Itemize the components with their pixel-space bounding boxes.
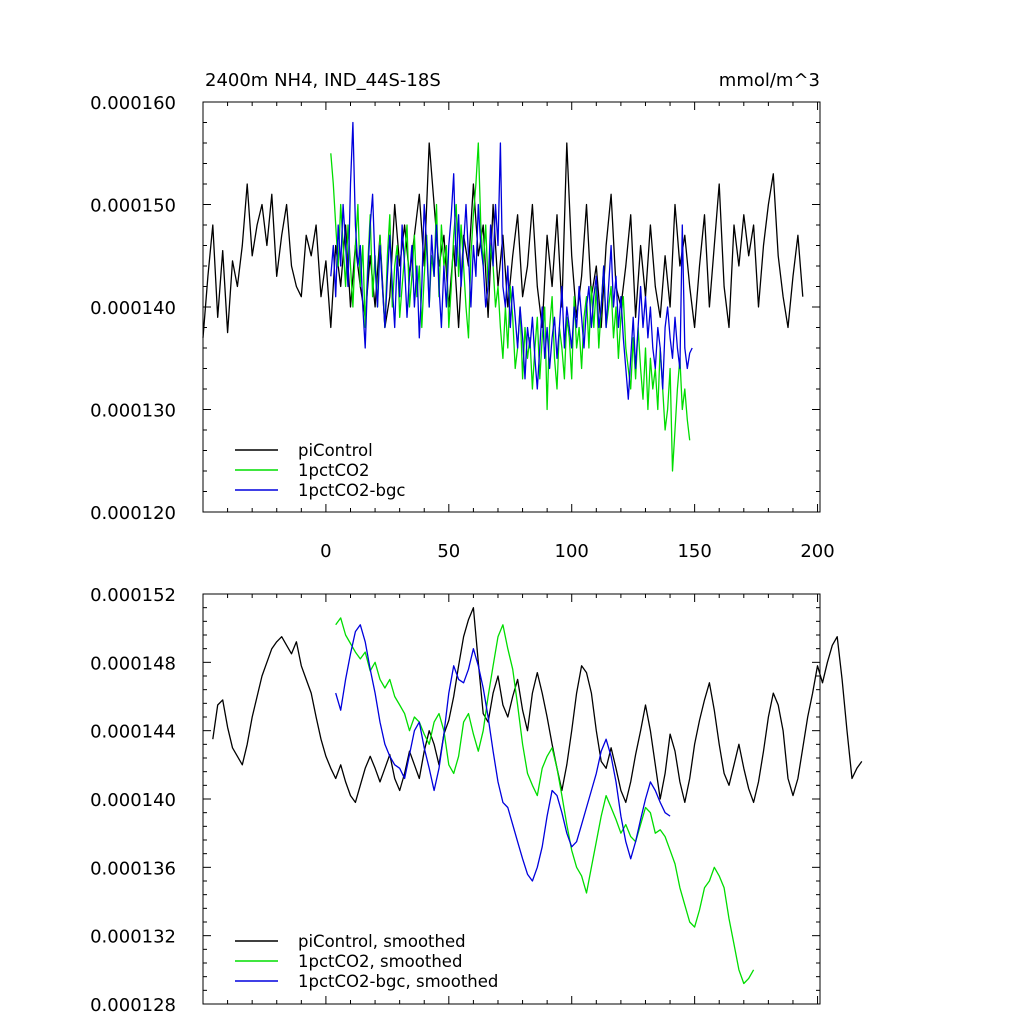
- y-tick-label: 0.000136: [90, 858, 176, 879]
- top-panel-y-axis: 0.000120 0.000130 0.000140 0.000150 0.000160: [90, 93, 820, 524]
- bottom-panel: 0.000128 0.000132 0.000136 0.000140 0.000144…: [90, 585, 863, 1016]
- legend-label-1pctco2-bgc-smoothed: 1pctCO2-bgc, smoothed: [298, 972, 498, 991]
- y-tick-label: 0.000152: [90, 585, 176, 606]
- y-tick-label: 0.000160: [90, 93, 176, 114]
- bottom-panel-legend: piControl, smoothed 1pctCO2, smoothed 1p…: [235, 932, 498, 991]
- bottom-panel-y-axis: 0.000128 0.000132 0.000136 0.000140 0.000144…: [90, 585, 820, 1016]
- legend-label-1pctco2-bgc: 1pctCO2-bgc: [298, 481, 406, 500]
- bottom-panel-x-axis: [227, 594, 819, 1004]
- y-tick-label: 0.000132: [90, 927, 176, 948]
- bottom-panel-frame: [202, 593, 821, 1005]
- bottom-panel-series: [212, 607, 863, 985]
- x-tick-label: 200: [800, 541, 834, 562]
- series-line-1pctco2-smoothed: [335, 617, 755, 985]
- legend-label-1pctco2-smoothed: 1pctCO2, smoothed: [298, 952, 462, 971]
- y-tick-label: 0.000120: [90, 503, 176, 524]
- top-panel-x-axis: 0 50 100 150 200: [227, 102, 835, 562]
- top-panel-title: 2400m NH4, IND_44S-18S: [205, 70, 441, 91]
- x-tick-label: 150: [677, 541, 711, 562]
- top-panel-units: mmol/m^3: [719, 70, 820, 91]
- y-tick-label: 0.000140: [90, 790, 176, 811]
- legend-label-picontrol: piControl: [298, 441, 373, 460]
- x-tick-label: 0: [320, 541, 331, 562]
- x-tick-label: 100: [555, 541, 589, 562]
- x-tick-label: 50: [437, 541, 460, 562]
- legend-label-1pctco2: 1pctCO2: [298, 461, 370, 480]
- series-line-1pctco2-bgc-smoothed: [335, 624, 671, 882]
- y-tick-label: 0.000148: [90, 653, 176, 674]
- y-tick-label: 0.000140: [90, 298, 176, 319]
- series-line-picontrol: [202, 142, 804, 338]
- y-tick-label: 0.000130: [90, 401, 176, 422]
- top-panel-legend: piControl 1pctCO2 1pctCO2-bgc: [235, 441, 406, 500]
- series-line-picontrol-smoothed: [212, 607, 863, 804]
- y-tick-label: 0.000144: [90, 722, 176, 743]
- top-panel: 2400m NH4, IND_44S-18S mmol/m^3 0.000120…: [90, 70, 835, 562]
- series-line-1pctco2-bgc: [330, 121, 693, 400]
- top-panel-series: [202, 121, 804, 472]
- y-tick-label: 0.000128: [90, 995, 176, 1016]
- y-tick-label: 0.000150: [90, 196, 176, 217]
- legend-label-picontrol-smoothed: piControl, smoothed: [298, 932, 466, 951]
